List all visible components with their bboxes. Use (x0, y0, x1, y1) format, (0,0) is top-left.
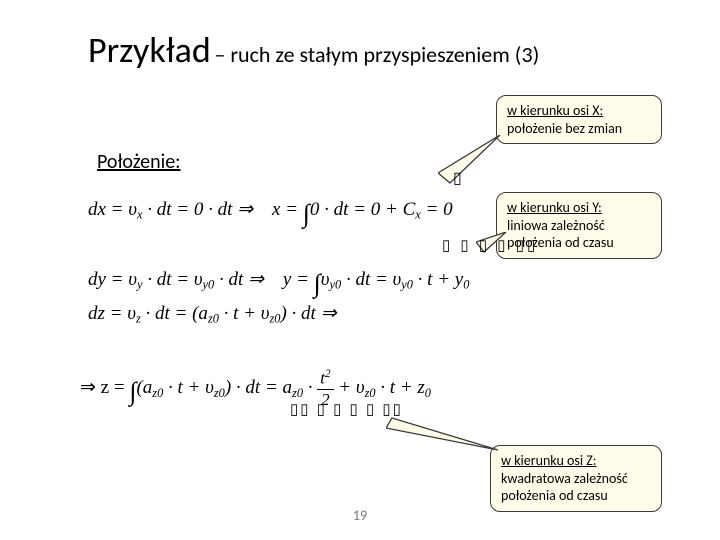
callout-z-pointer (386, 408, 506, 460)
slide-title: Przykład – ruch ze stałym przyspieszenie… (88, 28, 539, 72)
artifact-boxes-3: ▯▯ ▯ ▯ ▯ ▯ ▯▯ (290, 400, 403, 418)
equation-dy: dy = υy · dt = υy0 · dt ⇒ y = ∫υy0 · dt … (88, 268, 469, 299)
section-label: Położenie: (97, 150, 181, 174)
artifact-boxes-1: ▯ (453, 168, 468, 188)
title-sub: – ruch ze stałym przyspieszeniem (3) (214, 41, 539, 68)
callout-z-underline: w kierunku osi Z: (501, 452, 597, 469)
callout-x-underline: w kierunku osi X: (507, 102, 603, 119)
callout-y-underline: w kierunku osi Y: (507, 199, 602, 216)
callout-x-axis: w kierunku osi X: położenie bez zmian (496, 95, 662, 144)
title-main: Przykład (88, 28, 211, 72)
callout-x-pointer (438, 135, 510, 193)
equation-dx: dx = υx · dt = 0 · dt ⇒ x = ∫0 · dt = 0 … (88, 198, 453, 229)
callout-x-text: położenie bez zmian (507, 120, 622, 137)
artifact-boxes-2: ▯ ▯ ▯ ▯ ▯▯ (442, 236, 538, 254)
callout-z-axis: w kierunku osi Z: kwadratowa zależność p… (490, 445, 662, 512)
page-number: 19 (353, 507, 367, 524)
callout-z-text: kwadratowa zależność położenia od czasu (501, 470, 628, 505)
equation-dz: dz = υz · dt = (az0 · t + υz0) · dt ⇒ (88, 302, 337, 327)
